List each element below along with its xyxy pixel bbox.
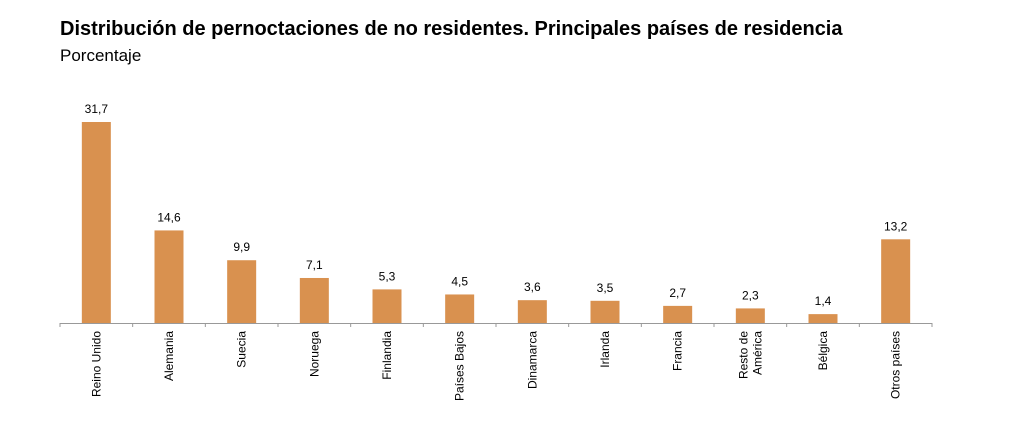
category-tick-label: Reino Unido (89, 331, 103, 397)
chart-title: Distribución de pernoctaciones de no res… (60, 18, 843, 40)
data-label: 3,6 (524, 280, 541, 294)
bar (517, 300, 547, 323)
category-tick-label: Resto deAmérica (736, 331, 764, 379)
bar (372, 289, 402, 323)
category-tick-label: Noruega (307, 331, 321, 377)
data-label: 4,5 (451, 274, 468, 288)
category-tick-label: Dinamarca (525, 331, 539, 389)
category-tick-label: Finlandia (380, 331, 394, 380)
bar (590, 300, 620, 323)
data-label: 2,3 (742, 288, 759, 302)
bar (445, 294, 475, 323)
data-label: 13,2 (884, 219, 908, 233)
bar (735, 308, 765, 323)
data-label: 9,9 (233, 240, 250, 254)
category-tick-label: Alemania (162, 331, 176, 381)
category-tick-label: Bélgica (816, 331, 830, 371)
category-tick-label: Irlanda (598, 331, 612, 368)
bar (299, 277, 329, 323)
data-label: 1,4 (815, 294, 832, 308)
category-tick-label: Suecia (235, 331, 249, 368)
chart-subtitle: Porcentaje (60, 46, 142, 65)
data-label: 3,5 (597, 281, 614, 295)
bar (154, 230, 184, 323)
category-tick-label: Otros países (889, 331, 903, 399)
bar (227, 260, 257, 323)
bar (808, 314, 838, 323)
category-tick-label: Francia (671, 331, 685, 371)
data-label: 7,1 (306, 258, 323, 272)
data-label: 31,7 (85, 102, 109, 116)
data-label: 5,3 (379, 269, 396, 283)
bar (881, 239, 911, 323)
data-label: 14,6 (157, 210, 181, 224)
category-tick-label: Países Bajos (453, 331, 467, 401)
bar (663, 305, 693, 323)
bar (81, 122, 111, 323)
data-label: 2,7 (669, 286, 686, 300)
